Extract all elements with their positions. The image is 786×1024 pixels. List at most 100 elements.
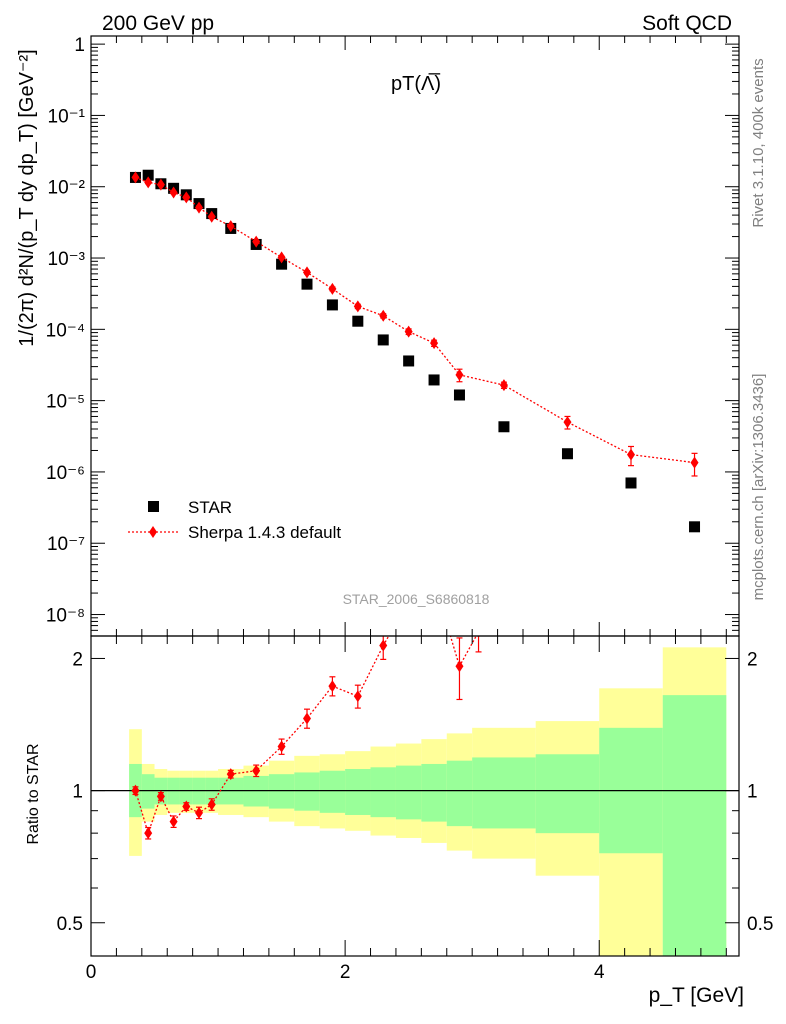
uncertainty-band-stat (395, 765, 422, 820)
main-y-tick-label: 10⁻² (48, 178, 86, 199)
ratio-sherpa-point (169, 815, 178, 828)
ratio-axis-ticks: 0.5 0.5 1 1 2 2 0 2 4 (57, 636, 773, 983)
sherpa-point (404, 325, 413, 338)
sherpa-point (156, 178, 165, 191)
star-data-point (377, 334, 389, 346)
star-data-point (301, 278, 313, 290)
legend-square-marker (148, 501, 159, 512)
ratio-plot-area (91, 575, 739, 956)
ratio-clipped-group (91, 575, 739, 956)
ratio-sherpa-point (144, 827, 153, 840)
main-frame (90, 35, 740, 637)
sherpa-point (277, 251, 286, 264)
ratio-y-axis-label: Ratio to STAR (25, 743, 42, 844)
main-y-tick-label: 1 (74, 35, 85, 56)
main-axis-ticks: 1 10⁻¹ 10⁻² 10⁻³ 10⁻⁴ 10⁻⁵ 10⁻⁶ 10⁻⁷ 10⁻⁸ (46, 35, 739, 637)
star-data-point (561, 448, 573, 460)
ratio-sherpa-point (252, 764, 261, 777)
sherpa-line (135, 176, 695, 464)
uncertainty-band-stat (243, 775, 269, 807)
ratio-sherpa-point (379, 639, 388, 652)
sherpa-point (303, 266, 311, 279)
ratio-sherpa-point (353, 690, 362, 703)
main-plot-area (129, 169, 701, 533)
x-tick-label: 4 (594, 962, 605, 983)
sherpa-point (169, 186, 178, 199)
sherpa-point (252, 235, 261, 248)
ratio-sherpa-point (303, 712, 311, 725)
sherpa-point (328, 282, 337, 295)
ratio-y-tick-label: 2 (72, 649, 83, 670)
sherpa-point (207, 210, 216, 223)
collision-label: 200 GeV pp (102, 12, 214, 35)
ratio-y-tick-label-right: 2 (747, 649, 758, 670)
star-data-point (428, 374, 440, 386)
sherpa-point (182, 191, 191, 204)
legend-label-star: STAR (188, 498, 232, 517)
star-data-point (689, 521, 701, 533)
ratio-sherpa-point (195, 806, 203, 819)
uncertainty-band-stat (319, 770, 346, 813)
uncertainty-band-stat (662, 695, 727, 956)
ratio-sherpa-point (131, 784, 140, 797)
main-y-tick-label: 10⁻⁶ (46, 463, 85, 484)
ratio-sherpa-point (156, 790, 165, 803)
star-data-point (453, 389, 465, 401)
sherpa-point (563, 416, 572, 429)
legend-item-star: STAR (148, 498, 232, 517)
sherpa-point (144, 176, 153, 189)
ratio-y-tick-label-right: 1 (747, 782, 758, 803)
sherpa-point (353, 300, 362, 313)
ratio-frame (90, 635, 740, 957)
uncertainty-band-stat (370, 767, 396, 818)
uncertainty-band-stat (446, 760, 473, 827)
sherpa-point (627, 448, 635, 461)
ratio-panel: 0.5 0.5 1 1 2 2 0 2 4 Ratio to STAR p_T [GeV] (25, 575, 773, 1007)
sherpa-point (455, 368, 464, 381)
uncertainty-band-stat (421, 763, 447, 822)
star-data-point (352, 315, 364, 327)
sherpa-point (379, 309, 388, 322)
analysis-watermark: STAR_2006_S6860818 (343, 591, 490, 607)
uncertainty-band-stat (535, 754, 600, 834)
ratio-sherpa-point (430, 575, 438, 587)
main-panel: 1 10⁻¹ 10⁻² 10⁻³ 10⁻⁴ 10⁻⁵ 10⁻⁶ 10⁻⁷ 10⁻⁸ pT(Λ̅)… (16, 35, 740, 637)
x-tick-label: 2 (340, 962, 351, 983)
x-tick-label: 0 (86, 962, 97, 983)
uncertainty-band-stat (268, 774, 295, 809)
ratio-y-tick-label: 0.5 (57, 914, 83, 935)
main-y-tick-label: 10⁻³ (48, 249, 86, 270)
star-data-point (625, 477, 637, 489)
ratio-sherpa-point (328, 680, 337, 693)
ratio-sherpa-point (277, 740, 286, 753)
main-y-tick-label: 10⁻⁸ (46, 606, 85, 627)
main-y-tick-label: 10⁻⁵ (46, 392, 85, 413)
ratio-sherpa-point (207, 798, 216, 811)
sherpa-point (131, 171, 140, 184)
main-y-axis-label: 1/(2π) d²N/(p_T dy dp_T) [GeV⁻²] (16, 49, 38, 346)
ratio-sherpa-point (226, 768, 235, 781)
category-label: Soft QCD (642, 12, 732, 35)
ratio-sherpa-point (455, 660, 464, 673)
star-data-point (498, 421, 510, 433)
uncertainty-band-stat (345, 769, 371, 815)
ratio-sherpa-point (182, 800, 191, 813)
uncertainty-band-stat (141, 774, 155, 809)
ratio-y-tick-label-right: 0.5 (747, 914, 773, 935)
sherpa-point (499, 379, 508, 392)
legend-item-sherpa: Sherpa 1.4.3 default (128, 523, 341, 542)
rivet-version-label: Rivet 3.1.10, 400k events (750, 58, 767, 227)
main-y-tick-label: 10⁻⁴ (46, 320, 85, 341)
main-title: pT(Λ̅) (391, 72, 441, 95)
ratio-y-tick-label: 1 (72, 782, 83, 803)
main-y-tick-label: 10⁻¹ (48, 106, 86, 127)
legend-diamond-marker (149, 526, 157, 538)
x-axis-label: p_T [GeV] (649, 984, 744, 1007)
uncertainty-band-stat (294, 772, 320, 811)
star-data-point (403, 355, 415, 367)
uncertainty-band-stat (472, 757, 536, 829)
source-label: mcplots.cern.ch [arXiv:1306.3436] (750, 374, 767, 601)
legend: STAR Sherpa 1.4.3 default (128, 498, 341, 542)
sherpa-point (195, 201, 203, 214)
